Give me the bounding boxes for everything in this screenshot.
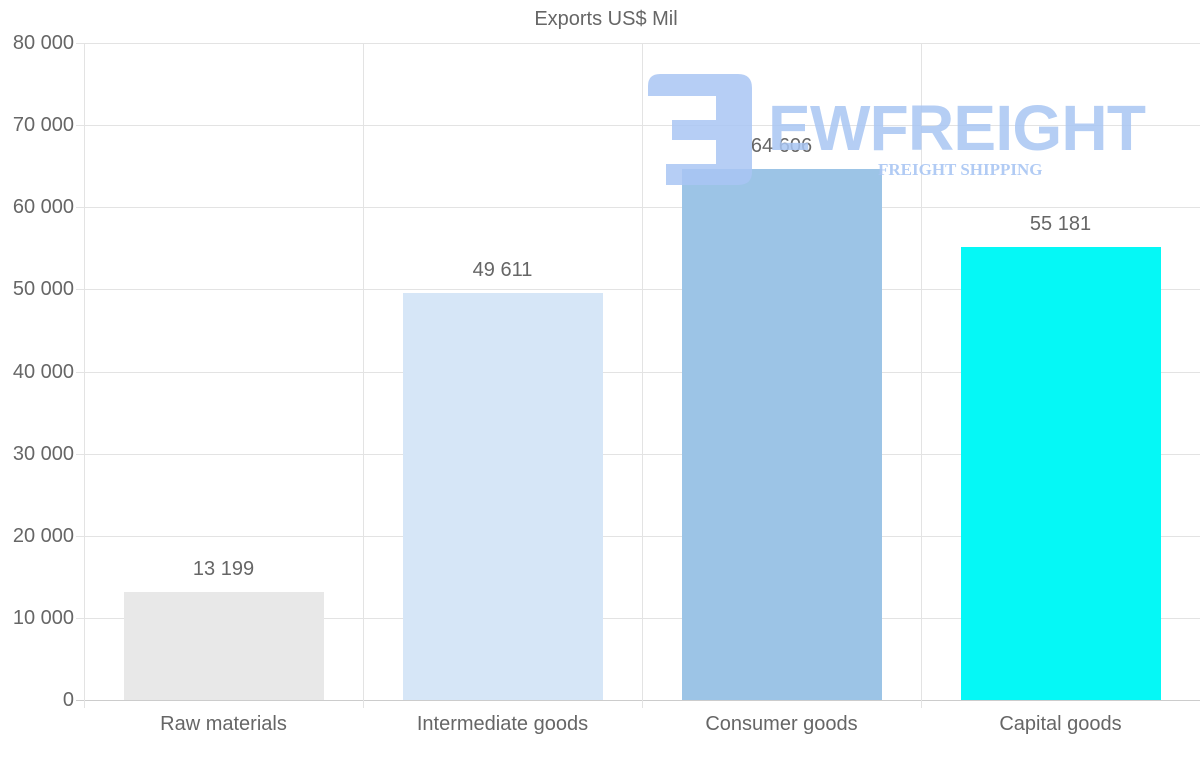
- bar-value-label: 64 606: [750, 135, 813, 158]
- bar[interactable]: [123, 591, 324, 700]
- bar-value-label: 55 181: [1029, 212, 1092, 235]
- x-category-label: Raw materials: [160, 713, 287, 735]
- y-tick-label: 10 000: [12, 606, 74, 629]
- y-tick-label: 80 000: [12, 32, 74, 54]
- gridline-x: [921, 43, 922, 708]
- bar[interactable]: [402, 292, 603, 700]
- bar[interactable]: [681, 169, 882, 700]
- y-tick-label: 70 000: [12, 114, 74, 137]
- y-tick-label: 20 000: [12, 524, 74, 547]
- gridline-y: [76, 453, 1200, 455]
- x-category-label: Intermediate goods: [416, 713, 589, 735]
- bar[interactable]: [960, 246, 1161, 700]
- gridline-y: [76, 700, 1200, 701]
- y-tick-label: 60 000: [12, 196, 74, 219]
- y-tick-label: 0: [62, 689, 74, 711]
- gridline-x: [84, 43, 85, 708]
- gridline-y: [76, 207, 1200, 209]
- x-category-label: Consumer goods: [705, 713, 858, 735]
- gridline-x: [642, 43, 643, 708]
- gridline-x: [363, 43, 364, 708]
- gridline-y: [76, 371, 1200, 373]
- gridline-y: [76, 535, 1200, 537]
- x-category-label: Capital goods: [999, 713, 1122, 735]
- y-tick-label: 40 000: [12, 360, 74, 383]
- gridline-y: [76, 125, 1200, 127]
- bar-value-label: 13 199: [192, 557, 255, 580]
- gridline-y: [76, 289, 1200, 291]
- plot-area: 13 199 49 611 64 606 55 181: [76, 43, 1200, 708]
- gridline-y: [76, 43, 1200, 44]
- bar-value-label: 49 611: [472, 258, 533, 281]
- y-tick-label: 50 000: [12, 278, 74, 301]
- y-tick-label: 30 000: [12, 442, 74, 465]
- chart-title: Exports US$ Mil: [534, 8, 678, 30]
- gridline-y: [76, 617, 1200, 619]
